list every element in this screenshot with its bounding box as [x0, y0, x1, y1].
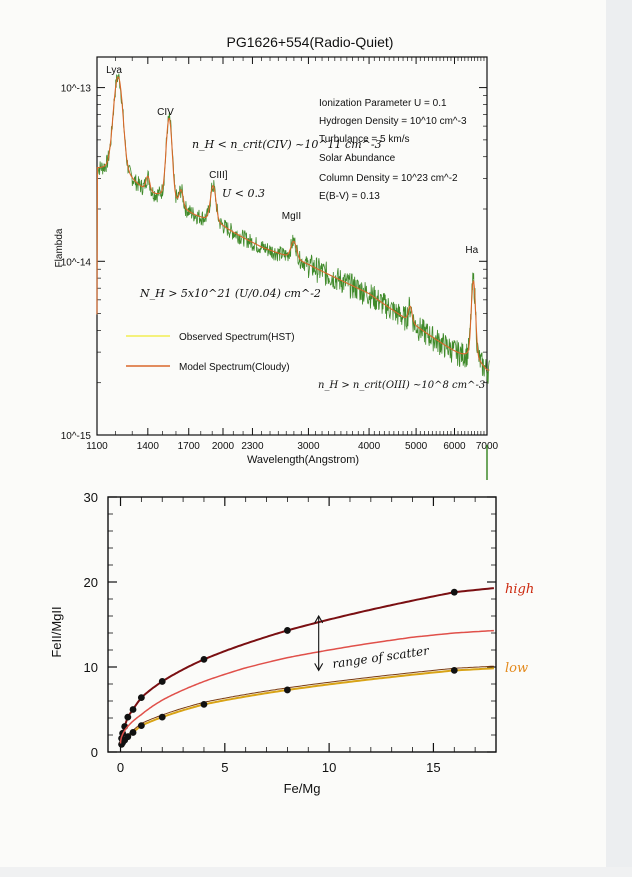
data-point-low [124, 733, 132, 741]
ratio-frame [107, 496, 497, 753]
x-tick-label: 3000 [297, 441, 320, 452]
x-tick-label: 1100 [86, 441, 108, 452]
y-tick-label: 30 [84, 490, 98, 505]
spectrum-legend: Observed Spectrum(HST) Model Spectrum(Cl… [126, 332, 295, 373]
model-spectrum-line [96, 76, 490, 371]
emission-line-label: CIII] [209, 170, 228, 181]
data-point-low [129, 729, 137, 736]
scatter-range-arrowhead-bottom [314, 663, 324, 672]
ratio-xlabel: Fe/Mg [284, 781, 321, 796]
parameter-line: E(B-V) = 0.13 [319, 191, 380, 202]
x-tick-label: 2300 [241, 441, 264, 452]
page-bottom-strip [0, 867, 632, 877]
data-point-high [124, 713, 132, 721]
data-point-high [200, 655, 208, 663]
x-tick-label: 5 [221, 760, 228, 775]
ratio-series [118, 587, 494, 748]
x-tick-label: 4000 [358, 441, 381, 452]
y-tick-label: 10^-15 [61, 431, 92, 442]
ratio-ticks: 0 5 10 15 0 10 20 30 [84, 490, 496, 775]
legend-label-model: Model Spectrum(Cloudy) [179, 362, 290, 373]
emission-line-label: Lya [106, 65, 122, 76]
y-tick-label: 10^-14 [61, 257, 92, 268]
fit-curve-low [120, 667, 494, 745]
emission-line-label: Ha [465, 245, 478, 256]
parameter-line: Ionization Parameter U = 0.1 [319, 98, 447, 109]
data-point-high [119, 729, 127, 737]
data-point-high [121, 723, 129, 730]
spectrum-line-labels: Lya CIV CIII] MgII Ha [106, 65, 479, 256]
parameter-line: Column Density = 10^23 cm^-2 [319, 173, 458, 184]
ratio-ylabel: FeII/MgII [49, 606, 64, 657]
range-of-scatter-label: range of scatter [331, 643, 430, 671]
data-point-low [283, 686, 291, 694]
x-tick-label: 2000 [212, 441, 235, 452]
spectrum-xlabel: Wavelength(Angstrom) [247, 454, 359, 466]
data-point-low [158, 713, 166, 721]
y-tick-label: 0 [91, 745, 98, 760]
spectrum-series [96, 73, 490, 480]
data-point-high [118, 735, 125, 742]
spectrum-chart: PG1626+554(Radio-Quiet) 1100 1400 1700 2000… [54, 34, 499, 480]
x-tick-label: 5000 [405, 441, 428, 452]
y-tick-label: 20 [84, 575, 98, 590]
spectrum-ticks: 1100140017002000230030004000500060007000… [61, 57, 499, 452]
emission-line-label: MgII [282, 211, 301, 222]
legend-label-observed: Observed Spectrum(HST) [179, 332, 295, 343]
series-label-low: low [505, 661, 528, 676]
data-point-high [137, 694, 145, 701]
series-label-high: high [505, 582, 534, 597]
note-ciii: U < 0.3 [222, 187, 265, 200]
note-halpha: n_H > n_crit(OIII) ~10^8 cm^-3 [318, 380, 485, 391]
x-tick-label: 0 [117, 760, 124, 775]
parameter-line: Solar Abundance [319, 153, 396, 164]
note-civ: n_H < n_crit(CIV) ~10^11 cm^-3 [192, 138, 382, 151]
data-point-low [119, 739, 127, 747]
data-point-low [450, 667, 458, 674]
data-point-high [129, 706, 137, 713]
spectrum-ylabel: Flambda [54, 228, 65, 267]
data-point-high [450, 588, 458, 596]
parameter-list: Ionization Parameter U = 0.1 Hydrogen De… [319, 98, 467, 202]
data-point-high [283, 627, 291, 634]
fit-curve-low-shadow [121, 665, 494, 743]
x-tick-label: 1400 [137, 441, 160, 452]
x-tick-label: 1700 [178, 441, 201, 452]
data-point-high [158, 678, 166, 685]
y-tick-label: 10^-13 [61, 84, 92, 95]
parameter-line: Turbulance = 5 km/s [319, 134, 410, 145]
scatter-midline [119, 629, 494, 744]
spectrum-title: PG1626+554(Radio-Quiet) [227, 34, 394, 50]
note-column: N_H > 5x10^21 (U/0.04) cm^-2 [139, 287, 321, 300]
emission-line-label: CIV [157, 107, 174, 118]
data-point-low [200, 701, 208, 708]
y-tick-label: 10 [84, 660, 98, 675]
observed-spectrum-line [96, 73, 490, 384]
data-point-low [118, 740, 125, 748]
scatter-range-arrowhead-top [314, 614, 324, 624]
parameter-line: Hydrogen Density = 10^10 cm^-3 [319, 116, 467, 127]
page-edge-strip [606, 0, 632, 877]
x-tick-label: 10 [322, 760, 336, 775]
data-point-low [137, 722, 145, 730]
fit-curve-high [120, 587, 494, 739]
x-tick-label: 15 [426, 760, 440, 775]
x-tick-label: 6000 [443, 441, 466, 452]
data-point-low [121, 736, 129, 744]
handwritten-notes: n_H < n_crit(CIV) ~10^11 cm^-3 U < 0.3 N… [139, 138, 485, 391]
